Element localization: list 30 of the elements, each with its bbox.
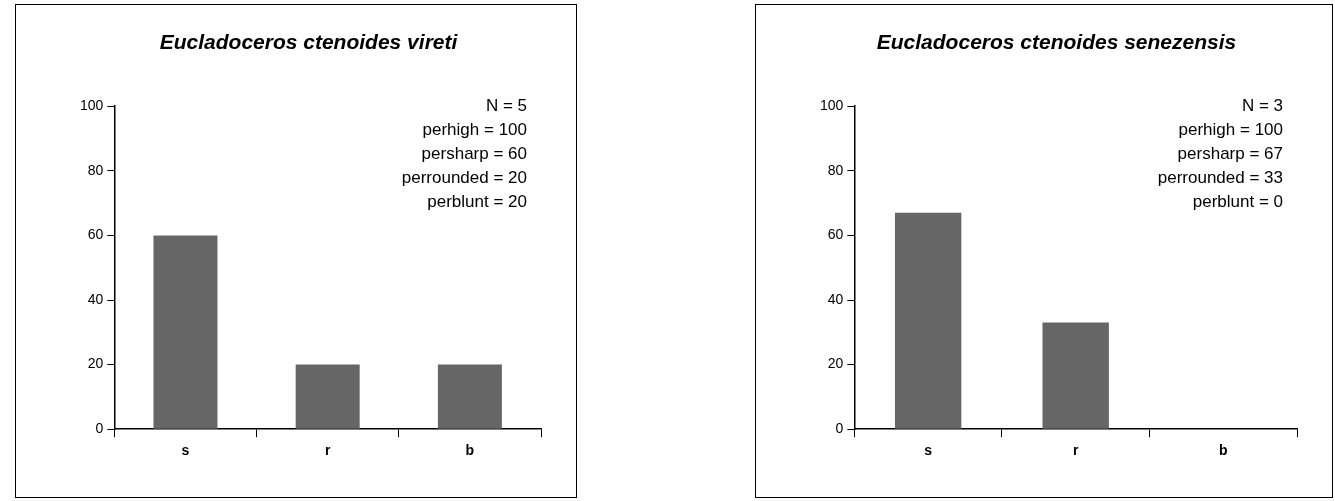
y-tick-label: 100 <box>820 97 844 114</box>
x-tick-label: r <box>1072 442 1079 459</box>
chart-title: Eucladoceros ctenoides vireti <box>159 30 459 54</box>
annotation: N = 5 <box>485 96 527 116</box>
chart-title: Eucladoceros ctenoides senezensis <box>876 30 1237 54</box>
annotation: persharp = 67 <box>1177 144 1283 164</box>
annotation: persharp = 60 <box>421 144 527 164</box>
annotation: perblunt = 0 <box>1192 192 1283 212</box>
y-tick-label: 20 <box>87 355 104 372</box>
y-tick-label: 60 <box>827 226 844 243</box>
y-tick-label: 60 <box>87 226 104 243</box>
x-tick-label: r <box>324 442 331 459</box>
y-tick-label: 40 <box>87 290 104 307</box>
annotation: perhigh = 100 <box>422 120 527 140</box>
y-tick-label: 40 <box>827 290 844 307</box>
annotation: perhigh = 100 <box>1178 120 1283 140</box>
annotation: perblunt = 20 <box>427 192 527 212</box>
annotation: N = 3 <box>1241 96 1283 116</box>
y-tick-label: 100 <box>80 97 104 114</box>
y-tick-label: 0 <box>835 420 844 437</box>
y-tick-label: 80 <box>827 161 844 178</box>
annotation: perrounded = 33 <box>1157 168 1283 188</box>
y-tick-label: 80 <box>87 161 104 178</box>
x-tick-label: s <box>924 442 933 459</box>
x-tick-label: s <box>181 442 190 459</box>
x-tick-label: b <box>465 442 475 459</box>
x-tick-label: b <box>1218 442 1228 459</box>
y-tick-label: 0 <box>95 420 104 437</box>
annotation: perrounded = 20 <box>401 168 527 188</box>
y-tick-label: 20 <box>827 355 844 372</box>
